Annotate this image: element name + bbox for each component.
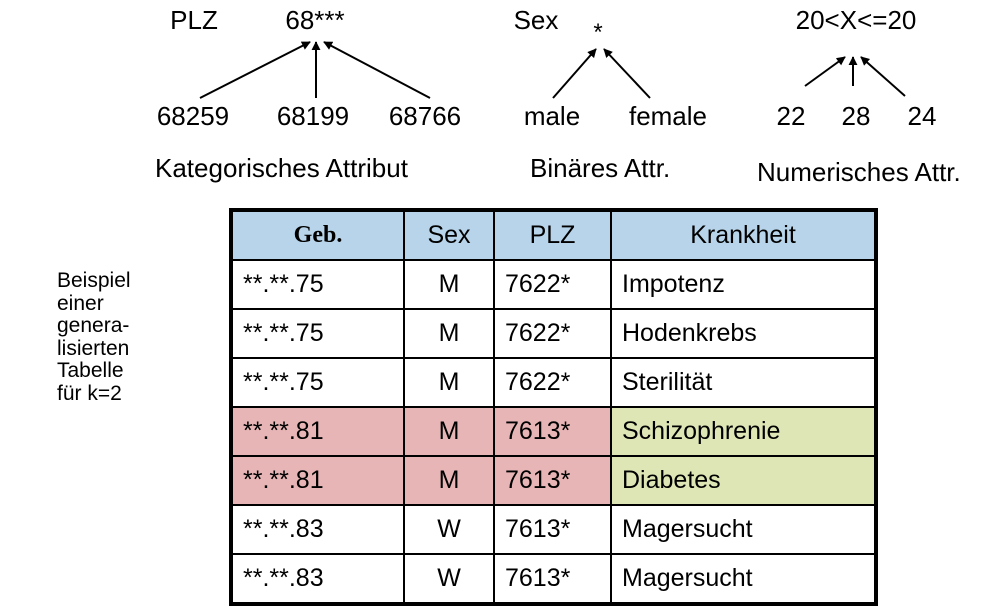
cell-geb: **.**.75 [230, 357, 405, 408]
cell-plz: 7622* [493, 259, 612, 310]
table-row: **.**.75 M 7622* Sterilität [230, 357, 877, 408]
cell-geb: **.**.75 [230, 308, 405, 359]
table-row: **.**.83 W 7613* Magersucht [230, 553, 877, 605]
numeric-root-value: 20<X<=20 [796, 5, 917, 35]
binary-attribute-name: Sex [514, 5, 559, 35]
categorical-leaf-2: 68199 [277, 101, 349, 131]
cell-sex: M [403, 455, 495, 506]
generalization-hierarchies: PLZ 68*** 68259 68199 68766 Sex * male f… [157, 5, 937, 131]
cell-sex: M [403, 357, 495, 408]
cell-plz: 7622* [493, 357, 612, 408]
side-caption-line: lisierten [57, 336, 130, 360]
cell-geb: **.**.83 [230, 553, 405, 605]
side-caption-line: Beispiel [57, 269, 131, 292]
cell-krankheit: Magersucht [610, 504, 877, 555]
column-header-plz: PLZ [493, 209, 612, 261]
cell-sex: M [403, 406, 495, 457]
cell-plz: 7613* [493, 553, 612, 605]
column-header-krankheit: Krankheit [610, 209, 877, 261]
binary-caption: Binäres Attr. [530, 153, 671, 183]
table-row: **.**.81 M 7613* Schizophrenie [230, 406, 877, 457]
cell-geb: **.**.75 [230, 259, 405, 310]
cell-plz: 7622* [493, 308, 612, 359]
numeric-hierarchy: 20<X<=20 22 28 24 [777, 5, 937, 131]
categorical-edge-3 [323, 41, 431, 99]
cell-geb: **.**.83 [230, 504, 405, 555]
table-side-caption: Beispiel einer genera- lisierten Tabelle… [57, 269, 177, 405]
categorical-root-value: 68*** [285, 5, 344, 35]
side-caption-line: für k=2 [57, 381, 122, 405]
cell-krankheit: Diabetes [610, 455, 877, 506]
side-caption-line: genera- [57, 314, 130, 337]
binary-edge-1 [552, 48, 597, 99]
numeric-edge-3 [860, 56, 906, 97]
table-row: **.**.75 M 7622* Impotenz [230, 259, 877, 310]
numeric-caption: Numerisches Attr. [757, 157, 961, 187]
categorical-leaf-1: 68259 [157, 101, 229, 131]
binary-hierarchy: Sex * male female [514, 5, 707, 131]
numeric-edge-1 [804, 56, 846, 87]
cell-krankheit: Magersucht [610, 553, 877, 605]
categorical-leaf-3: 68766 [389, 101, 461, 131]
binary-leaf-1: male [524, 101, 580, 131]
binary-edge-2 [603, 48, 651, 99]
side-caption-line: einer [57, 291, 104, 315]
generalized-table: Geb. Sex PLZ Krankheit **.**.75 M 7622* Imp… [229, 208, 878, 606]
table-row: **.**.81 M 7613* Diabetes [230, 455, 877, 506]
cell-krankheit: Sterilität [610, 357, 877, 408]
table-body: **.**.75 M 7622* Impotenz **.**.75 M 7622* Hode… [230, 259, 877, 605]
table-header-row: Geb. Sex PLZ Krankheit [230, 209, 877, 261]
numeric-leaf-2: 28 [842, 101, 871, 131]
numeric-leaf-1: 22 [777, 101, 806, 131]
cell-krankheit: Schizophrenie [610, 406, 877, 457]
categorical-edge-1 [199, 41, 311, 99]
cell-geb: **.**.81 [230, 406, 405, 457]
cell-sex: W [403, 553, 495, 605]
column-header-sex: Sex [403, 209, 495, 261]
categorical-hierarchy: PLZ 68*** 68259 68199 68766 [157, 5, 461, 131]
cell-sex: M [403, 308, 495, 359]
cell-plz: 7613* [493, 504, 612, 555]
categorical-attribute-name: PLZ [170, 5, 218, 35]
cell-plz: 7613* [493, 455, 612, 506]
cell-sex: W [403, 504, 495, 555]
column-header-geb: Geb. [230, 209, 405, 261]
cell-krankheit: Hodenkrebs [610, 308, 877, 359]
cell-plz: 7613* [493, 406, 612, 457]
numeric-leaf-3: 24 [908, 101, 937, 131]
binary-leaf-2: female [629, 101, 707, 131]
side-caption-line: Tabelle [57, 359, 124, 382]
cell-krankheit: Impotenz [610, 259, 877, 310]
binary-root-value: * [593, 19, 602, 46]
cell-geb: **.**.81 [230, 455, 405, 506]
table-row: **.**.83 W 7613* Magersucht [230, 504, 877, 555]
table-row: **.**.75 M 7622* Hodenkrebs [230, 308, 877, 359]
cell-sex: M [403, 259, 495, 310]
categorical-caption: Kategorisches Attribut [155, 153, 408, 183]
